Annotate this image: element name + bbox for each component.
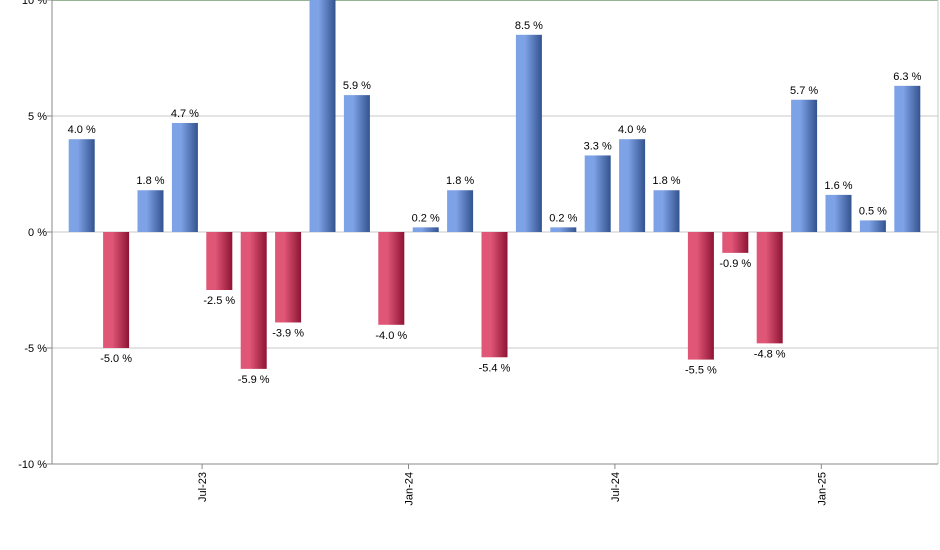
y-tick-label: 5 % xyxy=(28,111,47,123)
bars xyxy=(68,0,921,369)
data-label: -5.4 % xyxy=(479,362,511,374)
bar-negative xyxy=(275,232,302,323)
data-label: -5.9 % xyxy=(238,374,270,386)
bar-positive xyxy=(447,190,474,232)
data-label: 1.6 % xyxy=(824,180,852,192)
bar-positive xyxy=(859,220,886,232)
data-label: 0.2 % xyxy=(412,212,440,224)
bar-positive xyxy=(309,0,336,233)
data-label: 0.5 % xyxy=(859,205,887,217)
data-label: -4.0 % xyxy=(375,330,407,342)
bar-negative xyxy=(722,232,749,253)
bar-negative xyxy=(103,232,130,348)
y-tick-label: 0 % xyxy=(28,227,47,239)
x-tick-label: Jul-23 xyxy=(197,472,209,502)
data-label: -2.5 % xyxy=(203,295,235,307)
data-label: 1.8 % xyxy=(652,175,680,187)
data-label: -0.9 % xyxy=(719,258,751,270)
bar-positive xyxy=(894,85,921,232)
bar-positive xyxy=(171,122,198,232)
data-label: 4.0 % xyxy=(68,124,96,136)
data-label: 5.7 % xyxy=(790,85,818,97)
bar-positive xyxy=(619,139,646,232)
data-label: 4.0 % xyxy=(618,124,646,136)
data-label: 1.8 % xyxy=(136,175,164,187)
data-label: 4.7 % xyxy=(171,108,199,120)
data-label: -3.9 % xyxy=(272,327,304,339)
data-label: -4.8 % xyxy=(754,348,786,360)
x-tick-label: Jan-24 xyxy=(404,472,416,506)
y-tick-label: -10 % xyxy=(18,459,47,471)
bar-negative xyxy=(481,232,508,358)
x-tick-label: Jul-24 xyxy=(610,472,622,502)
data-label: 1.8 % xyxy=(446,175,474,187)
bar-negative xyxy=(756,232,783,344)
x-tick-label: Jan-25 xyxy=(816,472,828,506)
data-label: 0.2 % xyxy=(549,212,577,224)
data-label: 5.9 % xyxy=(343,80,371,92)
bar-negative xyxy=(240,232,267,369)
data-label: 8.5 % xyxy=(515,20,543,32)
data-label: -5.0 % xyxy=(100,353,132,365)
bar-negative xyxy=(206,232,233,290)
bar-positive xyxy=(515,34,542,232)
data-label: 6.3 % xyxy=(893,71,921,83)
bar-positive xyxy=(584,155,611,232)
bar-positive xyxy=(137,190,164,232)
bar-positive xyxy=(412,227,439,232)
bar-positive xyxy=(825,194,852,232)
y-tick-label: -5 % xyxy=(24,343,47,355)
data-label: -5.5 % xyxy=(685,365,717,377)
bar-positive xyxy=(550,227,577,232)
bar-positive xyxy=(791,99,818,232)
y-tick-label: 10 % xyxy=(22,0,47,7)
bar-positive xyxy=(68,139,95,232)
bar-negative xyxy=(378,232,405,325)
data-label: 3.3 % xyxy=(584,140,612,152)
bar-negative xyxy=(687,232,714,360)
axes: -10 % -5 % 0 % 5 % 10 % Jul-23 Jan-24 Jul-24 Jan… xyxy=(18,0,938,506)
bar-positive xyxy=(653,190,680,232)
bar-positive xyxy=(343,95,370,233)
data-labels: 4.0 % -5.0 % 1.8 % 4.7 % -2.5 % -5.9 % -3.9 % 1… xyxy=(68,20,922,386)
